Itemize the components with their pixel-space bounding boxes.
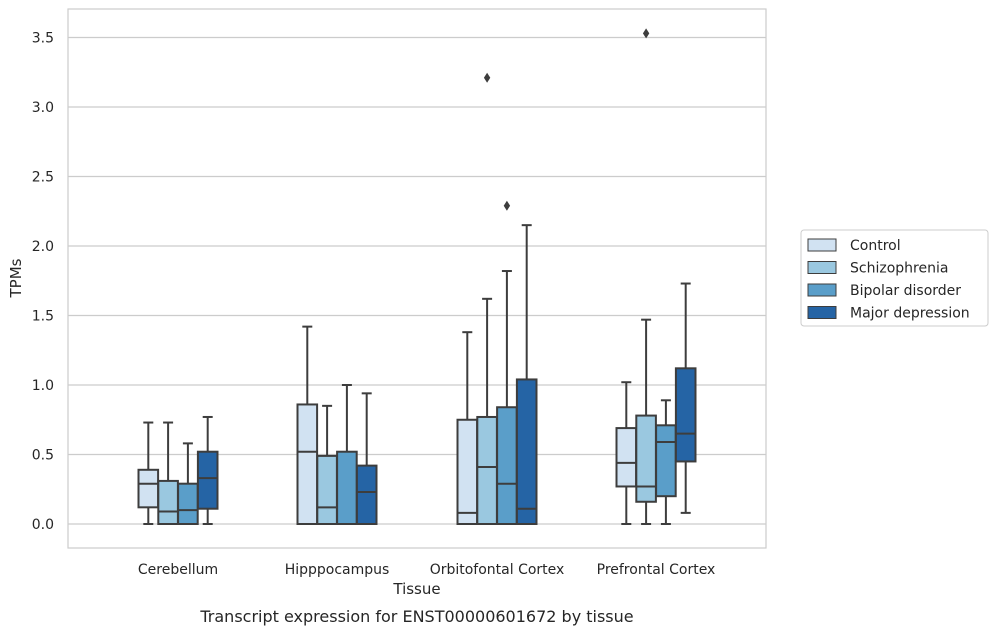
box-iqr	[496, 406, 518, 525]
legend-swatch	[807, 283, 837, 297]
legend-swatch	[807, 306, 837, 319]
y-tick-label: 0.0	[32, 517, 54, 533]
box-iqr	[177, 482, 199, 526]
legend-swatch	[807, 261, 837, 274]
legend-label: Major depression	[850, 306, 970, 322]
x-tick-label: Cerebellum	[138, 562, 218, 578]
box-plot	[177, 442, 199, 526]
legend-label: Control	[850, 238, 901, 254]
y-tick-label: 2.0	[32, 239, 54, 255]
x-tick-label: Hipppocampus	[285, 562, 390, 578]
box-iqr	[615, 427, 638, 488]
box-plot	[296, 325, 319, 525]
box-plot	[137, 421, 160, 525]
box-iqr	[515, 378, 538, 525]
legend-frame	[800, 229, 989, 327]
y-axis-label: TPMs	[7, 258, 25, 298]
box-iqr	[355, 464, 378, 525]
x-tick-labels: Cerebellum Hipppocampus Orbitofontal Corte…	[138, 562, 715, 578]
box-iqr	[137, 468, 160, 509]
box-plot	[456, 331, 479, 525]
y-tick-label: 3.5	[32, 31, 54, 47]
box-plot	[496, 200, 518, 525]
outlier-point	[642, 28, 650, 39]
box-plot	[674, 282, 697, 514]
box-iqr	[316, 454, 338, 526]
x-tick-label: Prefrontal Cortex	[597, 562, 716, 578]
box-iqr	[655, 424, 677, 498]
box-iqr	[476, 415, 498, 525]
y-tick-label: 2.5	[32, 170, 54, 186]
box-plot	[476, 72, 498, 525]
boxes	[137, 28, 697, 526]
box-iqr	[635, 414, 657, 503]
legend-swatch	[807, 238, 837, 252]
box-iqr	[336, 450, 358, 525]
outlier-point	[503, 200, 511, 211]
legend-label: Schizophrenia	[850, 261, 948, 277]
y-tick-label: 1.5	[32, 309, 54, 325]
y-tick-label: 1.0	[32, 378, 54, 394]
box-plot	[355, 392, 378, 525]
box-iqr	[296, 403, 319, 525]
box-plot	[615, 381, 638, 525]
box-plot	[515, 224, 538, 525]
box-iqr	[674, 367, 697, 463]
box-plot	[196, 415, 219, 525]
box-plot	[316, 404, 338, 526]
box-plot	[635, 28, 657, 525]
box-plot	[655, 399, 677, 525]
box-iqr	[157, 479, 179, 526]
x-tick-label: Orbitofontal Cortex	[430, 562, 565, 578]
outlier-point	[483, 72, 491, 83]
box-iqr	[196, 450, 219, 510]
grid	[68, 36, 766, 525]
y-tick-labels: 0.0 0.5 1.0 1.5 2.0 2.5 3.0 3.5	[32, 31, 54, 534]
plot-frame	[67, 8, 767, 549]
legend-label: Bipolar disorder	[850, 283, 961, 299]
x-axis-label: Tissue	[392, 580, 440, 598]
chart-title: Transcript expression for ENST0000060167…	[199, 607, 633, 626]
y-tick-label: 3.0	[32, 100, 54, 116]
legend: Control Schizophrenia Bipolar disorder Majo…	[800, 229, 989, 327]
box-plot	[336, 384, 358, 525]
box-plot	[157, 421, 179, 526]
box-iqr	[456, 418, 479, 525]
y-tick-label: 0.5	[32, 448, 54, 464]
